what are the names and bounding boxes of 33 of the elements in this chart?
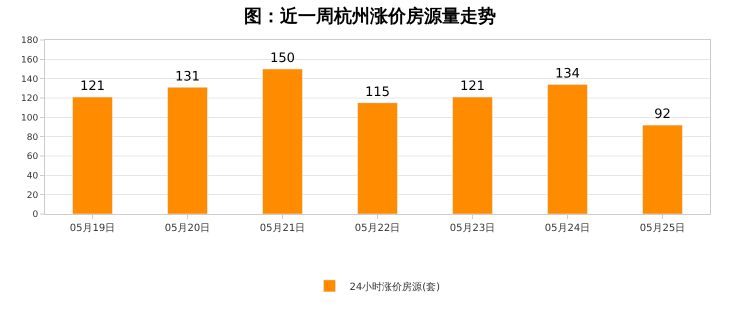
legend-label: 24小时涨价房源(套) [350,280,440,293]
chart-title: 图：近一周杭州涨价房源量走势 [244,6,496,27]
y-tick-label: 140 [21,74,38,85]
data-label: 92 [654,107,671,122]
bar [642,124,683,214]
x-tick-label: 05月22日 [354,223,400,234]
bar [262,68,303,214]
x-tick-label: 05月21日 [260,223,306,234]
bar [452,96,493,214]
bar [357,102,398,214]
bar [72,96,113,214]
y-tick-label: 0 [32,210,38,220]
y-tick-label: 20 [26,190,38,201]
y-tick-label: 40 [26,171,38,182]
data-label: 131 [175,69,200,84]
y-tick-label: 80 [26,132,38,143]
y-tick-label: 100 [21,113,38,124]
data-label: 115 [365,84,390,100]
x-tick-label: 05月19日 [70,223,116,234]
x-tick-label: 05月23日 [450,223,496,234]
x-tick-label: 05月25日 [640,223,686,234]
bar [167,87,208,214]
y-tick-label: 60 [26,152,38,162]
y-tick-label: 120 [21,94,38,104]
y-tick-label: 160 [21,55,38,66]
data-label: 150 [270,51,295,66]
bar [547,84,588,214]
data-label: 134 [555,66,580,82]
data-label: 121 [80,79,105,94]
x-tick-label: 05月20日 [164,223,210,234]
y-tick-label: 180 [21,36,38,46]
data-label: 121 [460,79,485,94]
x-tick-label: 05月24日 [544,223,590,234]
